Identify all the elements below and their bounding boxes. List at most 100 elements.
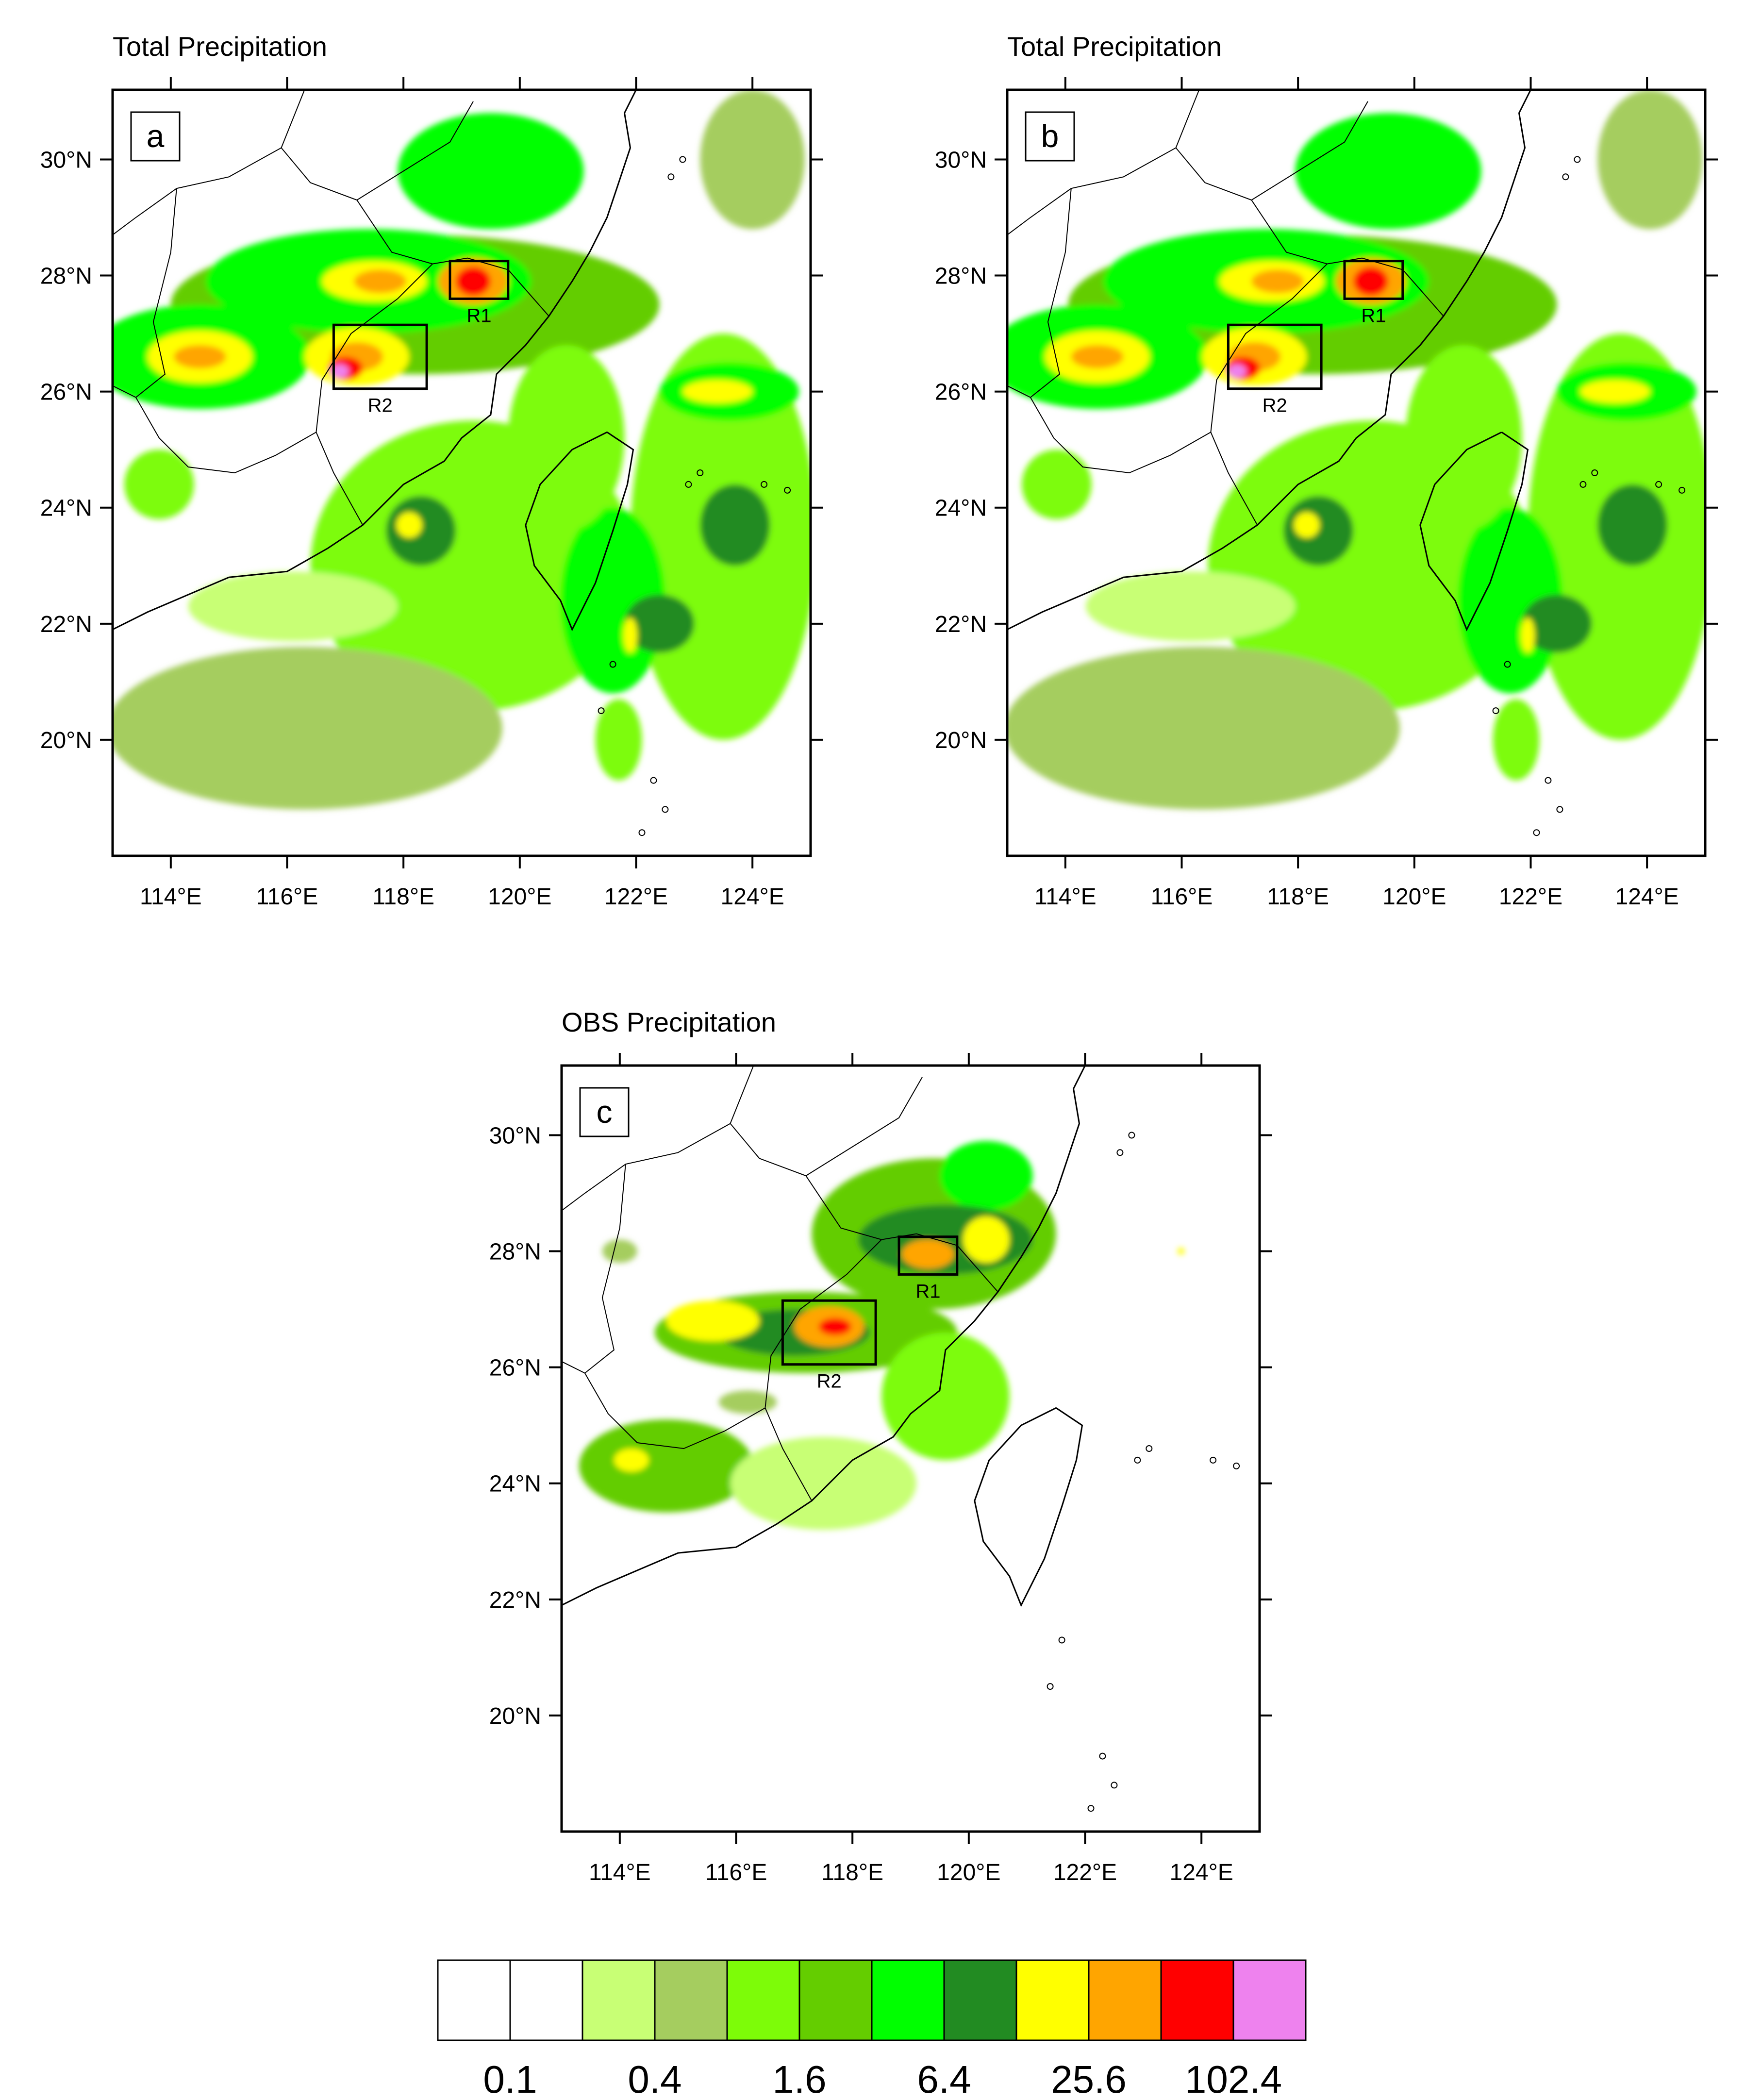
precipitation-contour — [386, 496, 456, 566]
precipitation-contour — [124, 450, 194, 519]
lat-tick-label: 20°N — [489, 1703, 541, 1729]
precipitation-contour — [682, 380, 753, 403]
lon-tick-label: 116°E — [705, 1860, 767, 1885]
precipitation-contour — [624, 595, 695, 653]
colorbar-swatch — [437, 1959, 511, 2041]
lat-tick-label: 30°N — [489, 1123, 541, 1149]
island-outline — [598, 707, 605, 715]
colorbar-swatch — [1015, 1959, 1090, 2041]
panel-label: b — [1041, 118, 1059, 154]
island-outline — [650, 777, 657, 784]
colorbar-label: 0.1 — [483, 2058, 537, 2100]
island-outline — [1545, 777, 1552, 784]
precipitation-contour — [902, 1239, 954, 1269]
precipitation-field — [579, 1141, 1185, 1530]
precipitation-field — [113, 90, 811, 810]
precipitation-contour — [1228, 364, 1246, 379]
precipitation-contour — [700, 90, 805, 229]
coastline — [113, 90, 637, 631]
lat-tick-label: 20°N — [40, 728, 92, 753]
region-box-r1 — [449, 260, 510, 300]
island-outline — [1058, 1636, 1065, 1644]
island-outline — [1099, 1752, 1106, 1760]
panel-title: Total Precipitation — [113, 31, 327, 62]
province-border — [1030, 188, 1072, 398]
precipitation-contour — [398, 113, 584, 229]
lon-tick-label: 116°E — [256, 884, 318, 910]
island-outline — [1047, 1683, 1054, 1690]
taiwan-coastline — [1419, 431, 1529, 632]
lat-tick-label: 22°N — [489, 1587, 541, 1613]
map-outlines — [562, 1066, 1240, 1812]
precipitation-contour — [1295, 113, 1481, 229]
precipitation-contour — [602, 1239, 637, 1263]
lon-tick-label: 124°E — [1170, 1860, 1233, 1885]
precipitation-contour — [1522, 595, 1592, 653]
precipitation-contour — [508, 345, 625, 531]
region-box-r2 — [1227, 323, 1323, 390]
island-outline — [1111, 1782, 1118, 1789]
island-outline — [1210, 1456, 1217, 1464]
lat-tick-label: 30°N — [40, 147, 92, 173]
precipitation-contour — [818, 1318, 851, 1335]
region-label: R1 — [1361, 305, 1386, 326]
precipitation-contour — [718, 1390, 777, 1414]
colorbar-label: 25.6 — [1051, 2058, 1127, 2100]
island-outline — [662, 806, 669, 813]
province-border — [584, 1164, 626, 1374]
island-outline — [1504, 661, 1511, 668]
precipitation-contour — [700, 484, 770, 566]
island-outline — [1579, 481, 1587, 488]
lon-tick-label: 118°E — [372, 884, 434, 910]
precipitation-contour — [730, 1437, 917, 1530]
precipitation-contour — [1022, 450, 1092, 519]
colorbar-swatch — [871, 1959, 945, 2041]
panel-label-box — [1025, 111, 1075, 162]
precipitation-contour — [1085, 571, 1296, 641]
precipitation-contour — [1405, 345, 1522, 531]
lon-tick-label: 122°E — [604, 884, 668, 910]
lon-tick-label: 122°E — [1499, 884, 1562, 910]
lat-tick-label: 30°N — [935, 147, 987, 173]
region-label: R1 — [915, 1281, 940, 1302]
island-outline — [1128, 1132, 1135, 1139]
colorbar-swatch — [1088, 1959, 1162, 2041]
lat-tick-label: 24°N — [489, 1471, 541, 1497]
precipitation-contour — [666, 1300, 760, 1341]
region-box-r2 — [332, 323, 428, 390]
precipitation-contour — [188, 571, 398, 641]
colorbar-label: 102.4 — [1185, 2058, 1282, 2100]
panel-label: a — [147, 118, 165, 154]
island-outline — [1556, 806, 1563, 813]
precipitation-contour — [623, 617, 637, 653]
lon-tick-label: 118°E — [1267, 884, 1329, 910]
precipitation-contour — [1597, 90, 1702, 229]
colorbar: 0.1 0.4 1.6 6.4 25.6 102.4 — [437, 1959, 1307, 2100]
precipitation-contour — [1521, 617, 1535, 653]
precipitation-contour — [939, 1141, 1033, 1211]
precipitation-contour — [1283, 496, 1354, 566]
precipitation-contour — [614, 1449, 649, 1472]
lon-tick-label: 124°E — [1615, 884, 1679, 910]
colorbar-swatch — [582, 1959, 656, 2041]
taiwan-coastline — [525, 431, 634, 632]
island-outline — [761, 481, 768, 488]
colorbar-label: 0.4 — [628, 2058, 681, 2100]
precipitation-contour — [1007, 647, 1400, 810]
lat-tick-label: 24°N — [40, 496, 92, 521]
island-outline — [784, 486, 791, 494]
precipitation-contour — [1597, 484, 1668, 566]
lon-tick-label: 114°E — [589, 1860, 651, 1885]
island-outline — [1655, 481, 1662, 488]
island-outline — [697, 469, 704, 476]
island-outline — [1134, 1456, 1141, 1464]
island-outline — [685, 481, 692, 488]
island-outline — [1146, 1445, 1153, 1452]
colorbar-swatch — [509, 1959, 583, 2041]
lon-tick-label: 122°E — [1053, 1860, 1117, 1885]
coastline — [562, 1066, 1086, 1606]
colorbar-label: 6.4 — [917, 2058, 971, 2100]
colorbar-label: 1.6 — [772, 2058, 826, 2100]
region-box-r1 — [1343, 260, 1404, 300]
lat-tick-label: 22°N — [40, 612, 92, 637]
